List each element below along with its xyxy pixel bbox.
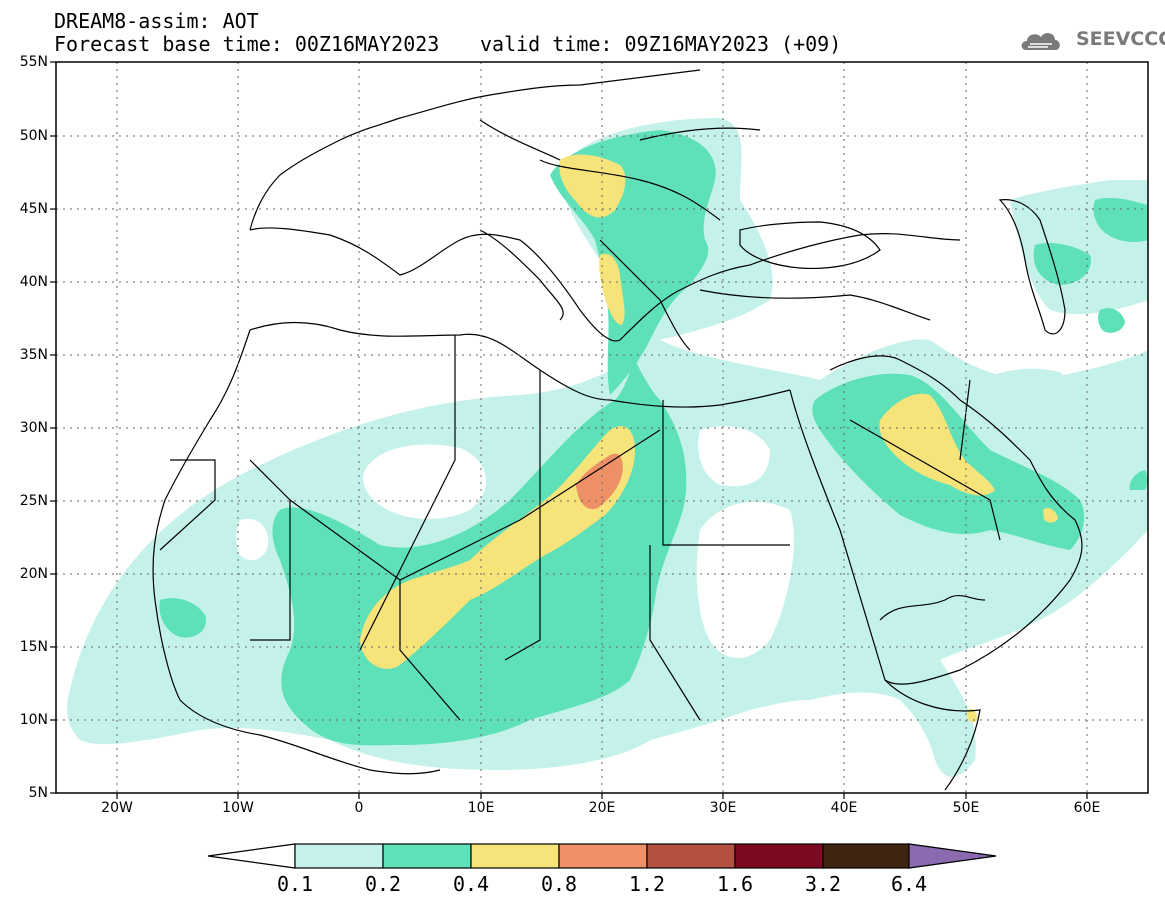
aot-below-threshold bbox=[236, 426, 794, 659]
lat-tick-label: 40N bbox=[19, 274, 48, 290]
colorbar-label: 0.1 bbox=[276, 872, 314, 896]
axis-ticks bbox=[50, 61, 1088, 799]
colorbar-bin-0-8 bbox=[558, 843, 648, 869]
aot-contour-0-8 bbox=[576, 453, 623, 510]
lon-tick-label: 10E bbox=[467, 800, 495, 816]
colorbar-bin-1-2 bbox=[646, 843, 736, 869]
map-title: DREAM8-assim: AOT bbox=[54, 9, 259, 33]
colorbar-label: 3.2 bbox=[804, 872, 842, 896]
colorbar-label: 1.6 bbox=[716, 872, 754, 896]
lat-tick-label: 5N bbox=[28, 785, 48, 801]
colorbar bbox=[207, 843, 997, 869]
lon-tick-label: 0 bbox=[354, 800, 364, 816]
lon-tick-label: 60E bbox=[1073, 800, 1101, 816]
colorbar-label: 6.4 bbox=[890, 872, 928, 896]
lat-tick-label: 20N bbox=[19, 566, 48, 582]
graticule bbox=[56, 62, 1148, 793]
lat-tick-label: 35N bbox=[19, 347, 48, 363]
colorbar-bin-0-4 bbox=[470, 843, 560, 869]
seevccc-logo-text: SEEVCCC bbox=[1076, 28, 1165, 50]
lat-tick-label: 15N bbox=[19, 639, 48, 655]
colorbar-bin-3-2 bbox=[822, 843, 910, 869]
colorbar-label: 0.2 bbox=[364, 872, 402, 896]
colorbar-label: 0.8 bbox=[540, 872, 578, 896]
lat-tick-label: 55N bbox=[19, 54, 48, 70]
lon-tick-label: 40E bbox=[830, 800, 858, 816]
forecast-base-time: Forecast base time: 00Z16MAY2023 bbox=[54, 32, 440, 56]
lon-tick-label: 20W bbox=[101, 800, 133, 816]
lat-tick-label: 30N bbox=[19, 420, 48, 436]
lon-tick-label: 10W bbox=[222, 800, 254, 816]
cloud-logo-icon bbox=[1021, 33, 1060, 50]
colorbar-low-arrow bbox=[207, 843, 296, 869]
lat-tick-label: 25N bbox=[19, 493, 48, 509]
lat-tick-label: 45N bbox=[19, 201, 48, 217]
colorbar-bin-0-2 bbox=[382, 843, 472, 869]
colorbar-label: 1.2 bbox=[628, 872, 666, 896]
coastlines bbox=[152, 69, 1083, 791]
aot-contour-0-4 bbox=[360, 154, 1058, 723]
lon-tick-label: 30E bbox=[709, 800, 737, 816]
colorbar-bin-1-6 bbox=[734, 843, 824, 869]
colorbar-bin-0-1 bbox=[294, 843, 384, 869]
colorbar-high-arrow bbox=[908, 843, 997, 869]
lon-tick-label: 20E bbox=[588, 800, 616, 816]
lon-tick-label: 50E bbox=[952, 800, 980, 816]
lat-tick-label: 50N bbox=[19, 128, 48, 144]
colorbar-label: 0.4 bbox=[452, 872, 490, 896]
lat-tick-label: 10N bbox=[19, 712, 48, 728]
valid-time: valid time: 09Z16MAY2023 (+09) bbox=[480, 32, 842, 56]
